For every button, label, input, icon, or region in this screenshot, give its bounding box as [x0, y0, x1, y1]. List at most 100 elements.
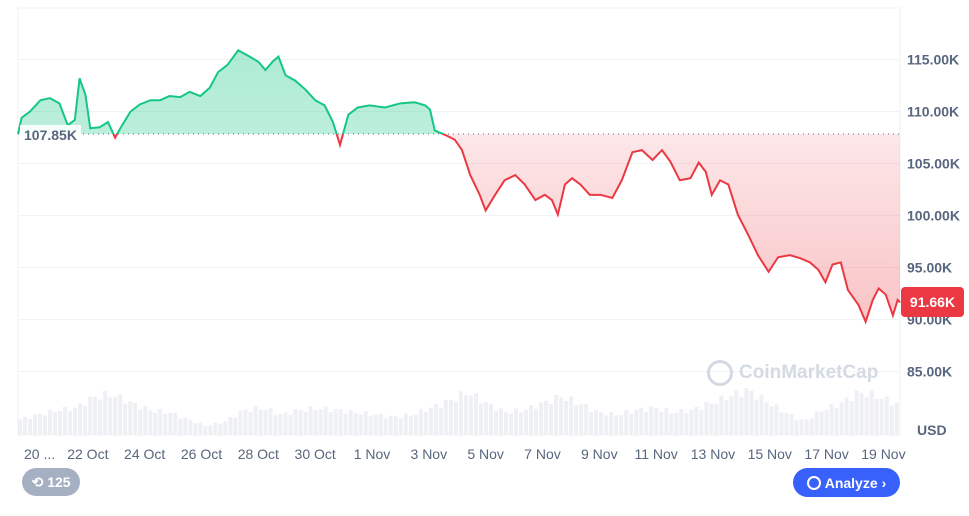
volume-bar	[744, 388, 749, 435]
volume-bar	[724, 400, 729, 435]
volume-bar	[133, 403, 138, 435]
price-line-down	[18, 134, 901, 325]
volume-bar	[358, 414, 363, 435]
volume-bar	[594, 409, 599, 435]
x-tick-label: 5 Nov	[467, 446, 504, 462]
volume-bar	[503, 412, 508, 435]
volume-bar	[619, 414, 624, 435]
volume-bar	[534, 408, 539, 435]
chevron-right-icon: ›	[881, 474, 887, 491]
volume-bar	[448, 399, 453, 435]
volume-bar	[253, 406, 258, 435]
cmc-logo-icon	[707, 360, 733, 386]
volume-bar	[709, 403, 714, 435]
volume-bar	[28, 418, 33, 435]
volume-bar	[659, 411, 664, 435]
volume-bar	[198, 422, 203, 435]
volume-bar	[343, 413, 348, 435]
volume-bar	[649, 406, 654, 435]
volume-bar	[388, 415, 393, 435]
volume-bar	[739, 396, 744, 435]
volume-bar	[88, 396, 93, 435]
volume-bar	[233, 417, 238, 435]
volume-bar	[33, 414, 38, 435]
volume-bar	[759, 394, 764, 435]
volume-bar	[108, 397, 113, 435]
history-button[interactable]: ⟲ 125	[22, 468, 80, 496]
volume-bar	[493, 411, 498, 435]
volume-bar	[103, 391, 108, 435]
volume-bar	[153, 412, 158, 435]
volume-bar	[564, 400, 569, 435]
volume-bar	[73, 407, 78, 435]
volume-bar	[789, 414, 794, 435]
volume-bar	[258, 409, 263, 435]
volume-bar	[844, 397, 849, 435]
volume-bar	[263, 410, 268, 435]
x-tick-label: 22 Oct	[67, 446, 108, 462]
volume-bar	[333, 409, 338, 435]
area-below-baseline	[18, 134, 900, 322]
currency-label: USD	[917, 422, 947, 438]
volume-bar	[128, 401, 133, 435]
volume-bar	[614, 415, 619, 435]
analyze-button[interactable]: Analyze ›	[793, 468, 900, 497]
analyze-label: Analyze	[824, 474, 878, 491]
x-tick-label: 7 Nov	[524, 446, 561, 462]
volume-bar	[859, 392, 864, 435]
volume-bar	[699, 409, 704, 435]
volume-bar	[634, 409, 639, 435]
volume-bar	[849, 401, 854, 435]
volume-bar	[223, 421, 228, 435]
volume-bar	[519, 412, 523, 435]
volume-bar	[78, 403, 83, 435]
volume-bar	[629, 413, 634, 435]
volume-bar	[308, 406, 313, 435]
volume-bar	[418, 408, 423, 435]
x-tick-label: 15 Nov	[748, 446, 792, 462]
volume-bar	[754, 399, 759, 435]
volume-bar	[794, 420, 799, 435]
volume-bar	[123, 403, 128, 435]
volume-bar	[228, 417, 233, 435]
volume-bar	[554, 394, 559, 435]
volume-bar	[283, 412, 288, 435]
volume-bar	[363, 411, 368, 435]
volume-bar	[584, 404, 589, 435]
volume-bar	[889, 405, 894, 435]
history-count: 125	[47, 474, 71, 490]
x-tick-label: 24 Oct	[124, 446, 165, 462]
volume-bar	[524, 409, 529, 435]
volume-bar	[589, 411, 594, 435]
volume-bar	[48, 409, 53, 435]
volume-bar	[579, 404, 584, 435]
volume-bar	[148, 410, 153, 435]
volume-bar	[53, 411, 58, 435]
volume-bar	[574, 404, 579, 435]
volume-bar	[203, 425, 208, 435]
volume-bar	[539, 402, 544, 435]
volume-bar	[468, 395, 473, 435]
volume-bar	[478, 403, 483, 435]
volume-bar	[714, 403, 719, 435]
volume-bar	[453, 401, 458, 435]
volume-bar	[173, 412, 178, 435]
volume-bar	[408, 415, 413, 435]
volume-bar	[734, 390, 739, 435]
volume-bar	[383, 418, 388, 435]
volume-bar	[884, 396, 889, 435]
volume-bar	[829, 403, 834, 435]
volume-bar	[423, 411, 428, 435]
analyze-icon	[806, 475, 821, 490]
volume-bar	[248, 411, 253, 435]
volume-bar	[809, 418, 814, 435]
volume-bar	[463, 395, 468, 435]
volume-bar	[764, 402, 769, 435]
volume-bar	[679, 409, 684, 435]
volume-bar	[604, 415, 609, 435]
volume-bar	[273, 414, 278, 435]
volume-bar	[98, 399, 103, 435]
volume-bar	[769, 406, 774, 435]
